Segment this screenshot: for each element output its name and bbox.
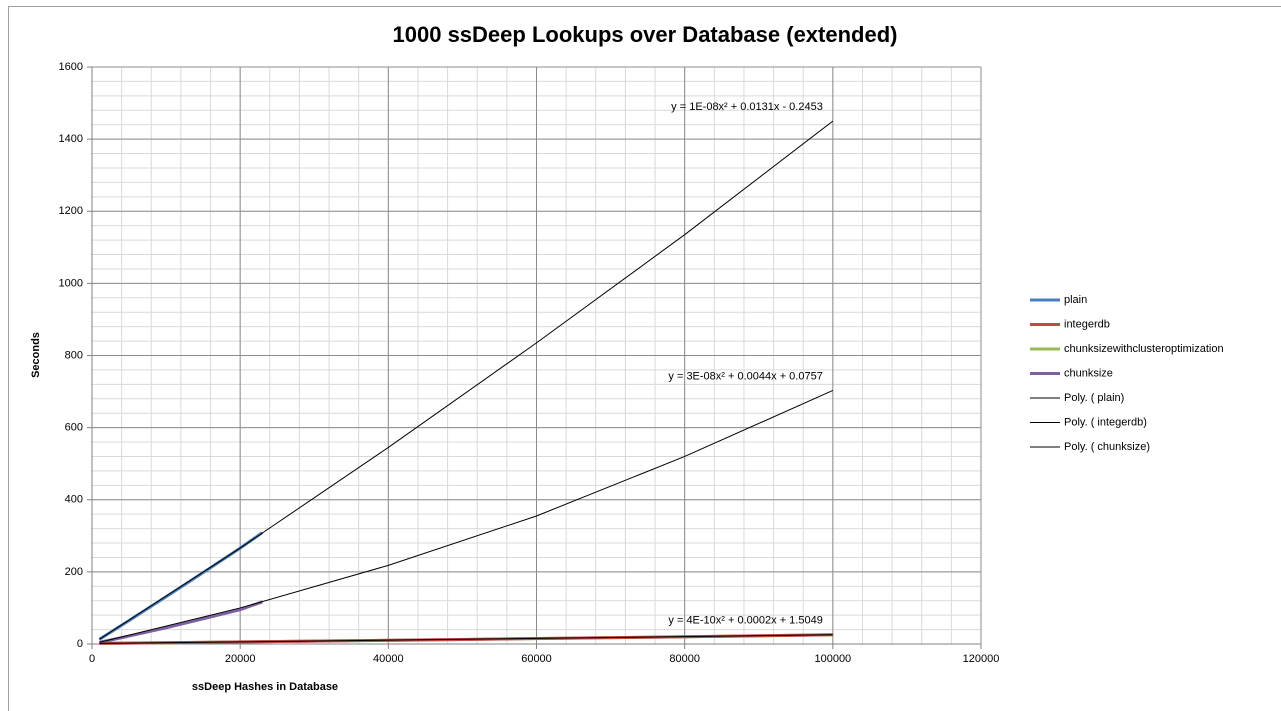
x-tick-label: 100000 [814, 653, 851, 665]
y-tick-label: 200 [65, 566, 83, 578]
x-tick-label: 20000 [225, 653, 256, 665]
y-tick-label: 1200 [59, 205, 83, 217]
y-tick-label: 1400 [59, 133, 83, 145]
y-tick-label: 0 [77, 638, 83, 650]
x-axis-title: ssDeep Hashes in Database [192, 681, 338, 693]
trendline-equation: y = 3E-08x² + 0.0044x + 0.0757 [668, 370, 822, 382]
x-tick-label: 60000 [521, 653, 552, 665]
y-axis-title: Seconds [30, 332, 42, 378]
legend-label: Poly. ( plain) [1064, 392, 1124, 404]
trendline [99, 634, 833, 644]
chart-border [8, 6, 1281, 711]
trendline-equation: y = 4E-10x² + 0.0002x + 1.5049 [668, 615, 822, 627]
x-tick-label: 80000 [669, 653, 700, 665]
trendline-equation: y = 1E-08x² + 0.0131x - 0.2453 [671, 101, 823, 113]
trendline [99, 390, 834, 643]
legend-label: Poly. ( integerdb) [1064, 416, 1147, 428]
trendline [99, 120, 834, 640]
chart-title: 1000 ssDeep Lookups over Database (exten… [393, 22, 898, 47]
legend-label: chunksizewithclusteroptimization [1064, 343, 1224, 355]
x-tick-label: 120000 [963, 653, 1000, 665]
series-line [99, 600, 263, 644]
legend-label: chunksize [1064, 367, 1113, 379]
x-tick-label: 40000 [373, 653, 404, 665]
legend-label: integerdb [1064, 318, 1110, 330]
x-tick-label: 0 [89, 653, 95, 665]
y-tick-label: 400 [65, 494, 83, 506]
y-tick-label: 800 [65, 349, 83, 361]
y-tick-label: 1000 [59, 277, 83, 289]
y-tick-label: 600 [65, 422, 83, 434]
legend-label: Poly. ( chunksize) [1064, 441, 1150, 453]
legend-label: plain [1064, 294, 1087, 306]
y-tick-label: 1600 [59, 61, 83, 73]
